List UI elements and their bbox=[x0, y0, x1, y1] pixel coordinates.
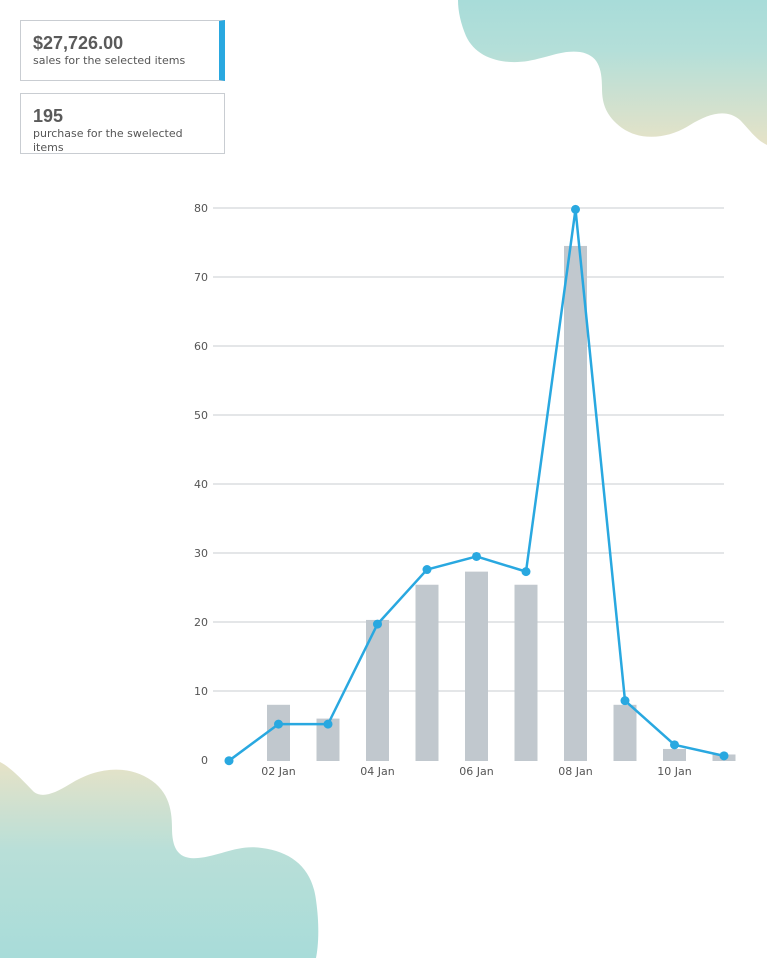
purchase-value: 195 bbox=[33, 106, 64, 126]
bar bbox=[366, 619, 389, 761]
bar bbox=[514, 584, 538, 761]
bar bbox=[415, 584, 439, 761]
bar bbox=[267, 704, 290, 761]
line-point bbox=[521, 567, 531, 577]
line-point bbox=[719, 751, 729, 761]
line-point bbox=[224, 756, 234, 766]
sales-label: sales for the selected items bbox=[33, 54, 186, 67]
top-right-blob bbox=[458, 0, 767, 145]
y-tick-label: 70 bbox=[194, 271, 208, 284]
x-tick-label: 08 Jan bbox=[558, 765, 592, 778]
sales-summary-card: $27,726.00 sales for the selected items bbox=[20, 20, 225, 81]
y-tick-label: 10 bbox=[194, 685, 208, 698]
line-points bbox=[224, 204, 729, 766]
x-axis-ticks: 02 Jan 04 Jan 06 Jan 08 Jan 10 Jan bbox=[261, 765, 691, 778]
x-tick-label: 06 Jan bbox=[459, 765, 493, 778]
bar-series bbox=[267, 245, 736, 761]
bar bbox=[613, 704, 637, 761]
line-point bbox=[274, 719, 283, 729]
line-point bbox=[670, 740, 679, 750]
y-axis-ticks: 0 10 20 30 40 50 60 70 80 bbox=[194, 202, 208, 767]
y-tick-label: 30 bbox=[194, 547, 208, 560]
x-tick-label: 10 Jan bbox=[657, 765, 691, 778]
y-tick-label: 20 bbox=[194, 616, 208, 629]
line-point bbox=[571, 204, 580, 214]
bottom-left-blob bbox=[0, 762, 319, 958]
line-point bbox=[373, 619, 382, 629]
y-tick-label: 0 bbox=[201, 754, 208, 767]
line-point bbox=[422, 565, 432, 575]
line-point bbox=[472, 551, 481, 561]
y-tick-label: 40 bbox=[194, 478, 208, 491]
line-point bbox=[620, 696, 630, 706]
y-tick-label: 60 bbox=[194, 340, 208, 353]
purchase-label: purchase for the swelected items bbox=[33, 127, 183, 154]
y-tick-label: 80 bbox=[194, 202, 208, 215]
bar bbox=[316, 718, 340, 761]
bar bbox=[564, 245, 587, 761]
bar bbox=[465, 571, 488, 761]
bar bbox=[663, 748, 686, 761]
x-tick-label: 04 Jan bbox=[360, 765, 394, 778]
x-tick-label: 02 Jan bbox=[261, 765, 295, 778]
purchase-summary-card: 195 purchase for the swelected items bbox=[20, 93, 225, 154]
y-tick-label: 50 bbox=[194, 409, 208, 422]
sales-value: $27,726.00 bbox=[33, 33, 124, 53]
line-point bbox=[323, 719, 333, 729]
